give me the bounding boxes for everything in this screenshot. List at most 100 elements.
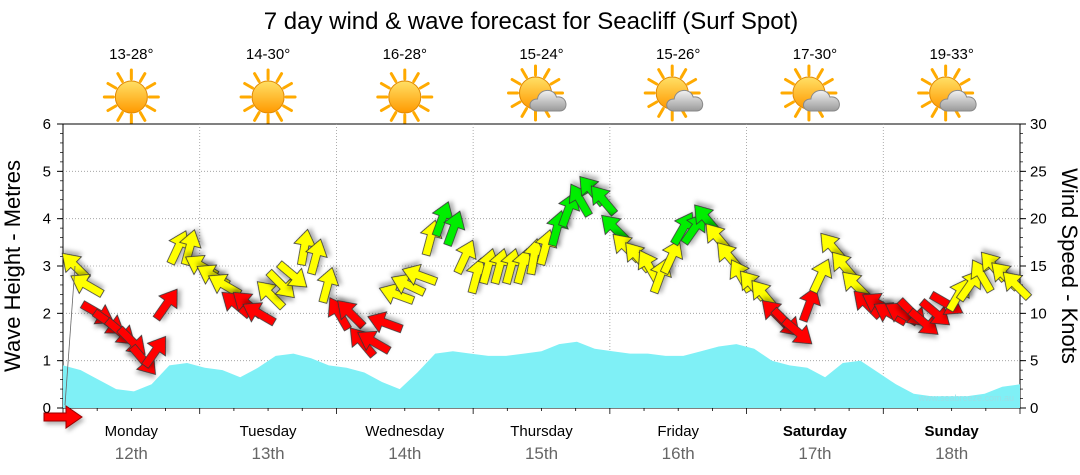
wind-arrow-shape	[208, 273, 243, 298]
sun-icon	[239, 68, 297, 126]
cloud-shape	[939, 90, 977, 112]
sun-ray	[930, 68, 939, 79]
day-name-label: Sunday	[925, 423, 980, 440]
wind-arrow	[781, 317, 813, 345]
sun-ray	[389, 111, 398, 122]
partly-cloudy-icon	[780, 64, 840, 122]
watermark: www.seabreeze.com.au	[917, 393, 1014, 403]
right-axis-label: Wind Speed - Knots	[1057, 168, 1080, 364]
wind-arrow-shape	[590, 185, 619, 217]
wind-arrow-shape	[401, 263, 439, 287]
sun-ray	[647, 100, 659, 108]
sun-ray	[282, 82, 293, 90]
start-arrow-icon	[43, 405, 83, 429]
right-tick-label: 20	[1030, 211, 1047, 228]
right-tick-label: 15	[1030, 258, 1047, 275]
cloud-shape	[529, 90, 567, 112]
right-tick-label: 5	[1030, 353, 1038, 370]
wind-arrow-shape	[568, 183, 593, 218]
wind-arrow	[276, 260, 308, 288]
wind-arrow	[1002, 271, 1033, 302]
day-date-label: 15th	[525, 444, 558, 463]
sun-ray	[116, 72, 124, 83]
left-tick-label: 5	[43, 163, 51, 180]
sun-ray	[412, 111, 420, 122]
wind-arrow-shape	[970, 259, 995, 294]
day-temperature: 15-26°	[656, 46, 700, 63]
wind-arrow-shape	[809, 258, 833, 295]
sun-ray	[959, 78, 971, 86]
sun-ray	[138, 72, 147, 83]
day-date-label: 13th	[252, 444, 285, 463]
sun-ray	[510, 100, 522, 108]
wind-arrow-shape	[141, 335, 167, 369]
day-name-label: Thursday	[510, 423, 573, 440]
day-temperature: 15-24°	[519, 46, 563, 63]
wind-arrow	[70, 273, 105, 298]
wind-arrow	[590, 185, 619, 217]
sun-ray	[418, 82, 430, 90]
wind-arrow-shape	[781, 317, 813, 345]
day-labels: Monday 12th Tuesday 13th Wednesday 14th Thursd…	[105, 423, 980, 463]
sun-ray	[686, 78, 698, 86]
sun-ray	[379, 82, 391, 90]
wind-arrow	[970, 259, 995, 294]
sun-ray	[116, 111, 124, 122]
sun-ray	[930, 107, 939, 118]
wind-arrow	[431, 201, 454, 238]
sun-ray	[549, 78, 561, 86]
sun-ray	[379, 104, 391, 112]
cloud-shape	[666, 90, 704, 112]
sun-ray	[253, 72, 261, 83]
sun-ray	[953, 68, 961, 79]
wind-arrow-shape	[367, 311, 404, 334]
day-temperature: 13-28°	[109, 46, 153, 63]
wind-arrow-shape	[276, 260, 308, 288]
sun-ray	[106, 82, 118, 90]
day-name-label: Saturday	[783, 423, 848, 440]
sun-disc	[388, 80, 422, 114]
left-tick-label: 0	[43, 400, 51, 417]
day-temperature: 14-30°	[246, 46, 290, 63]
wind-arrow	[337, 300, 367, 330]
sun-ray	[520, 107, 528, 118]
wind-arrow	[152, 288, 178, 322]
sun-ray	[389, 72, 398, 83]
wind-arrow	[659, 239, 684, 276]
wind-arrow-shape	[453, 239, 477, 276]
cloud-shape	[802, 90, 840, 112]
day-temperature: 17-30°	[793, 46, 837, 63]
day-date-label: 18th	[935, 444, 968, 463]
left-tick-label: 3	[43, 258, 51, 275]
wind-arrow-shape	[390, 273, 427, 297]
wind-arrow-shape	[316, 266, 340, 304]
right-tick-label: 25	[1030, 163, 1047, 180]
wind-arrow-shape	[378, 282, 416, 305]
wind-arrow-shape	[918, 298, 951, 326]
wind-arrow-shape	[1002, 271, 1033, 302]
left-axis: 0 1 2 3 4 5 6	[43, 116, 1021, 417]
sun-icon	[102, 68, 160, 126]
day-name-label: Tuesday	[240, 423, 297, 440]
sun-ray	[784, 78, 795, 86]
sun-ray	[412, 72, 420, 83]
sun-ray	[920, 78, 932, 86]
wind-arrow	[293, 228, 317, 266]
wind-arrow-shape	[293, 228, 317, 266]
sun-ray	[520, 68, 528, 79]
right-axis: 0 5 10 15 20 25 30	[1020, 116, 1047, 417]
sun-ray	[784, 100, 795, 108]
sun-ray	[647, 78, 659, 86]
left-tick-label: 4	[43, 211, 51, 228]
wind-arrow	[265, 268, 295, 299]
partly-cloudy-icon	[917, 64, 977, 122]
day-name-label: Friday	[657, 423, 699, 440]
wind-arrow	[568, 183, 593, 218]
day-date-label: 14th	[388, 444, 421, 463]
sun-ray	[543, 68, 551, 79]
wind-arrow	[357, 330, 392, 355]
wind-arrow	[401, 263, 439, 287]
wind-arrow	[305, 238, 328, 276]
sun-ray	[823, 78, 834, 86]
wind-arrow	[443, 210, 466, 247]
